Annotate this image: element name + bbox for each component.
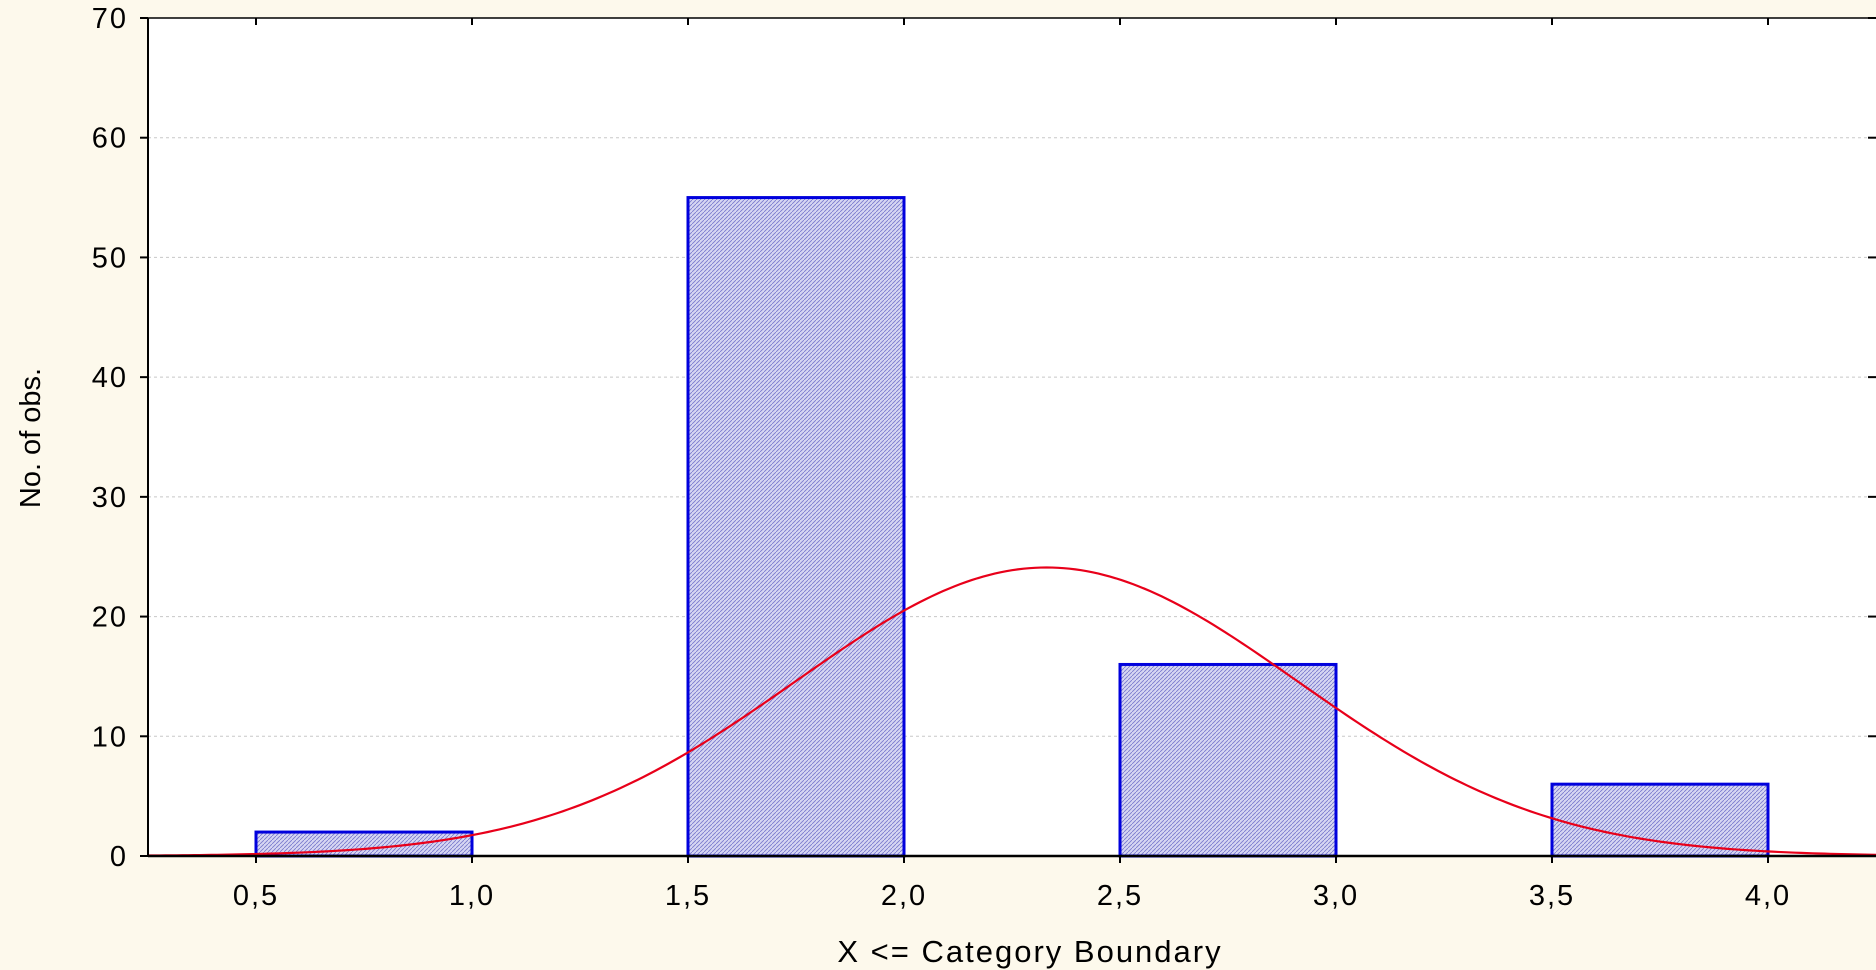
plot-area	[148, 18, 1876, 856]
y-tick-label: 60	[92, 123, 128, 155]
normal-fit-curve	[147, 566, 1876, 857]
x-tick-label: 2,5	[1097, 880, 1143, 912]
y-tick-label: 10	[92, 721, 128, 753]
y-axis-title: No. of obs.	[15, 368, 47, 508]
y-axis-ticks: 0 10 20 30 40 50 60 70	[92, 3, 1876, 873]
x-axis-title: X <= Category Boundary	[837, 934, 1222, 969]
y-tick-label: 70	[92, 3, 128, 35]
x-tick-label: 4,0	[1745, 880, 1791, 912]
bar	[686, 196, 906, 858]
y-tick-label: 50	[92, 242, 128, 274]
x-tick-label: 0,5	[233, 880, 279, 912]
y-tick-label: 40	[92, 362, 128, 394]
bar	[1118, 662, 1338, 858]
x-tick-label: 1,5	[665, 880, 711, 912]
bar	[1550, 782, 1770, 858]
x-tick-label: 1,0	[449, 880, 495, 912]
x-tick-label: 3,0	[1313, 880, 1359, 912]
bars	[254, 196, 1770, 858]
y-tick-label: 20	[92, 602, 128, 634]
x-axis-ticks: 0,5 1,0 1,5 2,0 2,5 3,0 3,5 4,0	[233, 18, 1791, 912]
x-tick-label: 3,5	[1529, 880, 1575, 912]
x-tick-label: 2,0	[881, 880, 927, 912]
y-tick-label: 30	[92, 482, 128, 514]
y-tick-label: 0	[110, 841, 128, 873]
axes	[147, 17, 1876, 858]
gridlines	[148, 137, 1876, 737]
